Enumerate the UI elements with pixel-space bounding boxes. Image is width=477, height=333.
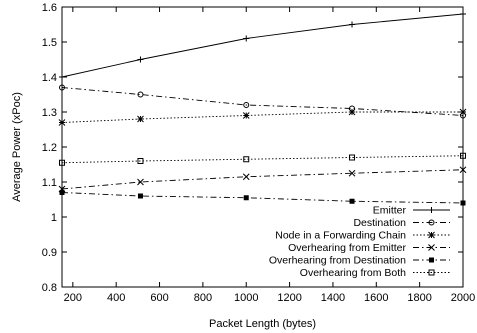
data-point (460, 200, 466, 206)
data-point (349, 21, 356, 28)
y-tick-label: 0.8 (42, 282, 57, 294)
data-point (59, 84, 65, 91)
y-tick-label: 1.2 (42, 142, 57, 154)
data-point (243, 102, 250, 108)
y-tick-label: 1.3 (42, 107, 57, 119)
legend-label: Emitter (373, 205, 407, 217)
x-tick-label: 1000 (234, 292, 258, 304)
legend-label: Destination (353, 217, 406, 229)
data-point (349, 154, 356, 161)
x-tick-label: 1600 (364, 292, 388, 304)
legend-marker (429, 257, 434, 263)
x-axis-label: Packet Length (bytes) (209, 318, 316, 330)
data-point (243, 35, 250, 42)
data-point (59, 159, 65, 166)
y-tick-label: 1 (51, 212, 57, 224)
y-tick-label: 1.6 (42, 2, 57, 14)
x-tick-label: 1400 (321, 292, 345, 304)
data-point (242, 173, 250, 181)
series-line-3 (61, 169, 464, 190)
data-point (137, 178, 144, 186)
data-point (243, 156, 250, 163)
y-tick-label: 0.9 (42, 247, 57, 259)
data-point (348, 169, 356, 177)
legend-marker (428, 231, 435, 239)
legend-marker (428, 219, 435, 226)
data-point (59, 190, 65, 195)
series-line-0 (61, 13, 464, 78)
legend-marker (428, 269, 435, 276)
series-line-2 (61, 111, 463, 123)
x-tick-label: 600 (150, 292, 168, 304)
data-point (137, 56, 144, 63)
data-point (59, 74, 65, 80)
data-point (349, 198, 355, 204)
data-point (460, 11, 466, 17)
data-point (459, 166, 467, 174)
data-point (459, 108, 467, 116)
y-axis-label: Average Power (xPoc) (11, 92, 23, 202)
data-point (460, 152, 466, 159)
series-line-1 (61, 87, 464, 116)
x-tick-label: 200 (64, 292, 82, 304)
data-point (137, 158, 144, 164)
y-tick-label: 1.5 (42, 37, 57, 49)
x-tick-label: 2000 (451, 292, 475, 304)
legend-marker (428, 207, 435, 213)
legend-label: Overhearing from Destination (269, 255, 406, 267)
series-line-4 (61, 192, 464, 204)
data-point (243, 195, 249, 201)
data-point (348, 108, 356, 116)
series-line-5 (61, 155, 464, 164)
legend-label: Node in a Forwarding Chain (275, 230, 406, 242)
legend-label: Overhearing from Both (300, 267, 406, 279)
legend-label: Overhearing from Emitter (288, 242, 406, 254)
data-point (137, 193, 143, 199)
x-tick-label: 1800 (407, 292, 431, 304)
x-tick-label: 400 (107, 292, 125, 304)
y-tick-label: 1.4 (42, 72, 57, 84)
plot-layer: 200 400 600 800 1000 1200 1400 1600 1800 2000 0.8 0… (42, 2, 476, 304)
y-tick-label: 1.1 (42, 177, 57, 189)
data-point (137, 115, 144, 123)
data-point (242, 112, 250, 119)
legend-marker (428, 244, 435, 251)
data-point (137, 91, 144, 98)
x-tick-label: 800 (194, 292, 212, 304)
data-point (58, 119, 66, 126)
x-tick-label: 1200 (277, 292, 301, 304)
